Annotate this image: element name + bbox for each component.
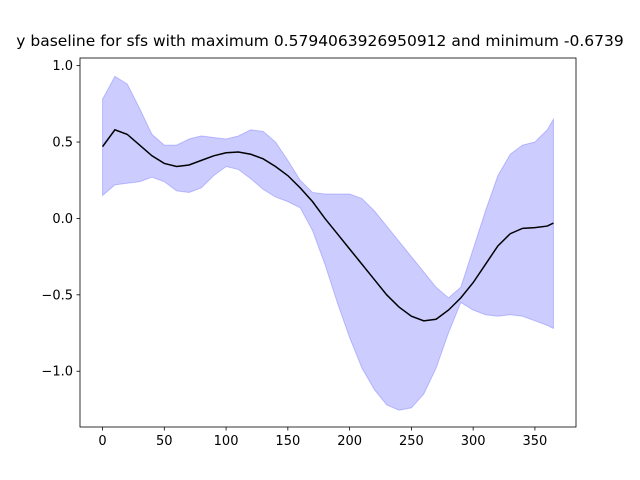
- x-tick-label: 0: [98, 434, 106, 449]
- y-tick-label: −1.0: [41, 365, 73, 380]
- x-tick-label: 300: [461, 434, 486, 449]
- x-tick-label: 250: [399, 434, 424, 449]
- y-tick-label: −0.5: [41, 288, 73, 303]
- series-line: [101, 128, 554, 322]
- axes-frame: [79, 57, 577, 428]
- x-tick-label: 50: [156, 434, 173, 449]
- y-tick-label: 0.5: [52, 136, 73, 151]
- x-tick-label: 100: [214, 434, 239, 449]
- x-tick-label: 200: [337, 434, 362, 449]
- x-tick-label: 150: [275, 434, 300, 449]
- y-tick-label: 1.0: [52, 59, 73, 74]
- chart-title: y baseline for sfs with maximum 0.579406…: [16, 32, 623, 50]
- x-tick-label: 350: [523, 434, 548, 449]
- confidence-band: [102, 75, 554, 411]
- y-tick-label: 0.0: [52, 212, 73, 227]
